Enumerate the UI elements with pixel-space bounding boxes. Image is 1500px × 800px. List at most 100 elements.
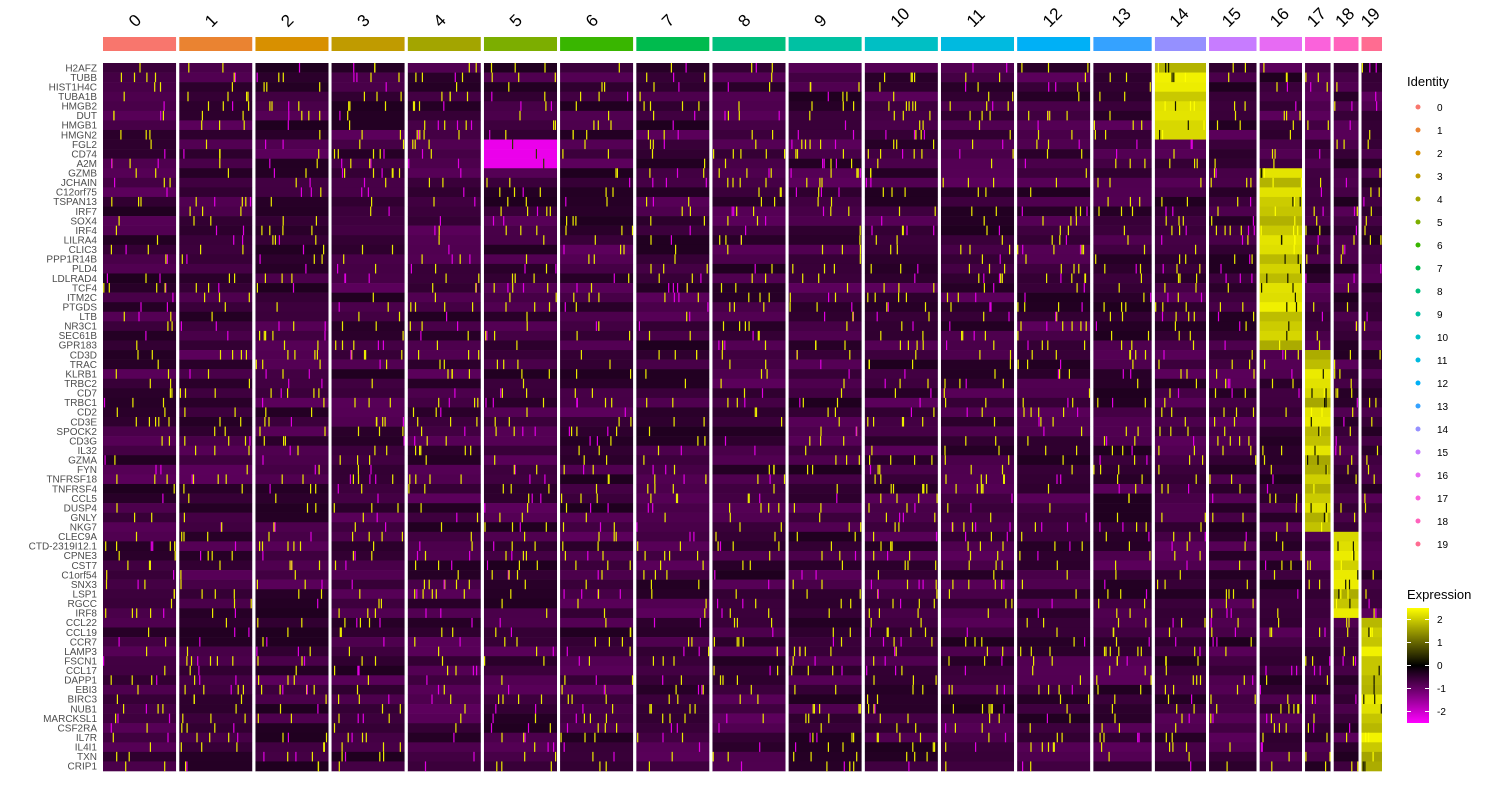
cluster-label-9: 9	[811, 11, 831, 31]
heat-stripe	[735, 283, 737, 293]
heat-stripe	[565, 196, 567, 207]
heat-cell	[255, 158, 329, 169]
heat-cell	[1333, 751, 1359, 762]
heat-stripe	[1058, 684, 1060, 695]
heat-cell	[179, 330, 253, 341]
heat-stripe	[987, 608, 989, 619]
heat-stripe	[279, 684, 281, 695]
heat-cell	[636, 311, 710, 322]
heat-stripe	[1009, 244, 1011, 255]
heat-cell	[636, 101, 710, 112]
heat-cell	[864, 187, 938, 198]
heat-stripe	[984, 656, 986, 667]
heat-stripe	[379, 359, 381, 370]
heat-stripe	[507, 283, 509, 293]
heat-stripe	[1316, 330, 1318, 341]
heat-cell	[940, 168, 1015, 179]
heat-stripe	[1009, 129, 1011, 140]
heat-stripe	[222, 101, 224, 112]
heat-cell	[179, 541, 253, 552]
heat-stripe	[457, 570, 459, 580]
heat-stripe	[607, 503, 609, 513]
heat-stripe	[894, 522, 896, 533]
heat-stripe	[398, 168, 401, 179]
heat-cell	[560, 637, 634, 647]
heat-cell	[712, 82, 786, 93]
heat-stripe	[566, 216, 568, 226]
heat-cell	[1017, 627, 1091, 638]
heat-cell	[788, 522, 862, 533]
heat-stripe	[912, 675, 914, 686]
heat-stripe	[323, 742, 325, 753]
heat-stripe	[1129, 158, 1131, 169]
heat-stripe	[736, 397, 738, 408]
heat-stripe	[821, 244, 824, 255]
gene-label: CD74	[71, 149, 97, 160]
heat-stripe	[904, 560, 906, 571]
heat-cell	[407, 273, 481, 284]
heat-stripe	[575, 101, 577, 112]
heat-stripe	[748, 493, 750, 504]
heat-stripe	[543, 158, 545, 169]
heat-stripe	[392, 168, 394, 179]
heat-stripe	[324, 321, 326, 332]
heat-stripe	[279, 704, 282, 714]
heat-stripe	[302, 244, 305, 255]
cluster-label-8: 8	[734, 11, 754, 31]
heat-cell	[560, 158, 634, 169]
heat-cell	[560, 168, 634, 179]
heat-cell	[255, 216, 329, 226]
heat-cell	[940, 149, 1015, 159]
heat-stripe	[352, 474, 354, 485]
heat-stripe	[965, 82, 967, 93]
heat-cell	[1333, 292, 1359, 303]
heat-stripe	[1063, 407, 1065, 418]
heat-stripe	[1001, 273, 1003, 284]
heat-cell	[788, 503, 862, 513]
heat-stripe	[1059, 235, 1061, 246]
heat-stripe	[1291, 665, 1293, 676]
heat-stripe	[1038, 417, 1040, 427]
heat-stripe	[901, 321, 903, 332]
heat-cell	[407, 177, 481, 188]
heat-stripe	[1200, 522, 1202, 533]
heat-stripe	[182, 713, 184, 724]
heat-stripe	[792, 263, 794, 274]
heat-cell	[1333, 560, 1359, 571]
heat-cell	[636, 704, 710, 714]
heat-stripe	[755, 407, 758, 418]
heat-stripe	[179, 388, 181, 399]
heat-stripe	[801, 139, 803, 150]
heat-cell	[1333, 225, 1359, 236]
heat-stripe	[478, 350, 480, 360]
heat-cell	[1154, 292, 1207, 303]
heat-stripe	[1308, 579, 1310, 590]
heat-cell	[1209, 407, 1257, 418]
heat-stripe	[885, 512, 887, 523]
heat-stripe	[433, 196, 435, 207]
heat-cell	[407, 292, 481, 303]
heat-stripe	[145, 129, 147, 140]
heat-stripe	[1199, 675, 1202, 686]
heat-cell	[1017, 196, 1091, 207]
heat-stripe	[183, 531, 185, 542]
heat-stripe	[525, 550, 527, 561]
heat-stripe	[1295, 503, 1297, 513]
heat-stripe	[820, 723, 822, 734]
heat-stripe	[978, 120, 981, 131]
heat-stripe	[1364, 493, 1366, 504]
heat-stripe	[796, 149, 799, 159]
heat-cell	[1259, 417, 1303, 427]
heat-cell	[636, 235, 710, 246]
heat-stripe	[1175, 723, 1177, 734]
heat-stripe	[219, 417, 221, 427]
heat-stripe	[900, 263, 902, 274]
heat-cell	[331, 72, 405, 83]
heat-cell	[560, 589, 634, 600]
heat-stripe	[1137, 426, 1139, 437]
heat-stripe	[985, 187, 987, 198]
identity-legend-label: 7	[1437, 264, 1443, 275]
heat-cell	[1017, 455, 1091, 466]
heat-cell	[255, 101, 329, 112]
heat-cell	[712, 483, 786, 494]
